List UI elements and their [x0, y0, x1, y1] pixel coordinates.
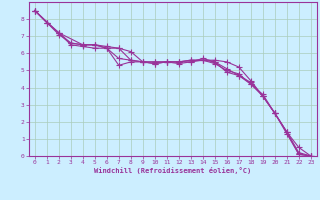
X-axis label: Windchill (Refroidissement éolien,°C): Windchill (Refroidissement éolien,°C)	[94, 167, 252, 174]
